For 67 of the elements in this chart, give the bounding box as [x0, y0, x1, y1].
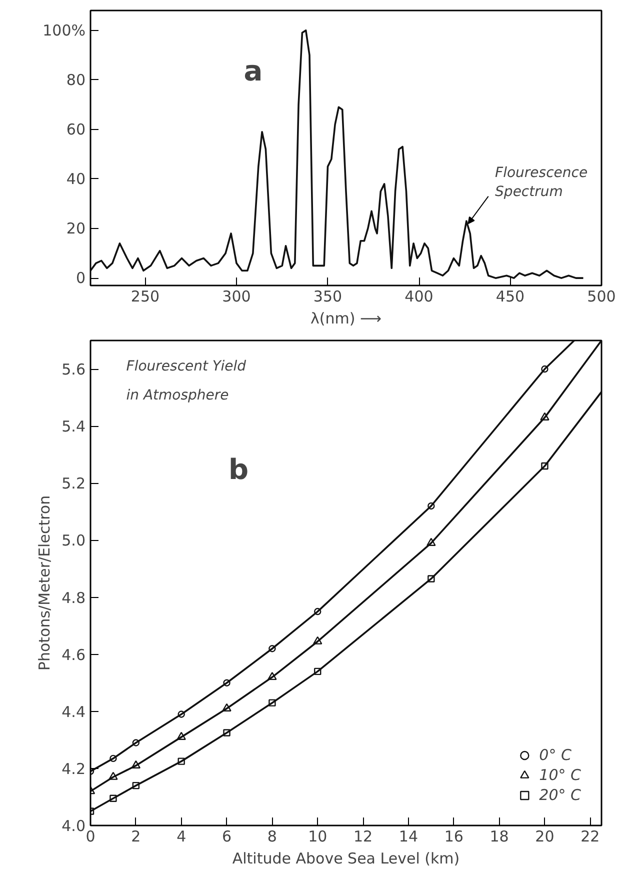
- x-tick-label: 22: [580, 828, 600, 846]
- x-tick-label: 2: [131, 828, 141, 846]
- point: [268, 672, 277, 680]
- point: [110, 754, 117, 762]
- y-tick-label: 5.0: [62, 532, 86, 550]
- x-tick-label: 6: [222, 828, 232, 846]
- y-tick-label: 100%: [42, 21, 86, 40]
- x-tick-label: 8: [267, 828, 277, 846]
- point: [131, 760, 141, 768]
- legend-label: 0° C: [539, 746, 572, 764]
- point: [314, 608, 322, 616]
- y-tick-label: 4.2: [62, 760, 86, 778]
- x-tick-label: 20: [535, 828, 554, 846]
- y-tick-label: 5.2: [62, 474, 86, 493]
- annotation: Flourescent Yield: [126, 358, 246, 374]
- x-tick-label: 14: [398, 828, 418, 846]
- y-tick-label: 5.6: [62, 360, 86, 379]
- x-tick-label: 250: [130, 288, 160, 306]
- annotation: in Atmosphere: [126, 388, 229, 404]
- point: [426, 538, 436, 546]
- point: [268, 645, 276, 652]
- point: [428, 502, 435, 510]
- point: [132, 782, 140, 790]
- y-axis-title: Photons/Meter/Electron: [36, 495, 54, 671]
- x-tick-label: 4: [176, 828, 186, 846]
- legend-label: 20° C: [539, 786, 581, 804]
- point: [110, 794, 117, 802]
- y-tick-label: 4.4: [62, 702, 86, 721]
- annotation: b: [228, 453, 249, 486]
- point: [108, 772, 118, 780]
- y-tick-label: 80: [66, 70, 86, 89]
- annotation: a: [244, 54, 263, 88]
- y-tick-label: 4.6: [62, 646, 86, 664]
- x-tick-label: 10: [308, 828, 328, 846]
- point: [268, 699, 276, 706]
- x-axis-title: Altitude Above Sea Level (km): [232, 850, 460, 868]
- point: [541, 462, 548, 470]
- annotation: Flourescence Spectrum: [495, 165, 588, 200]
- x-tick-label: 350: [313, 288, 342, 306]
- point: [176, 732, 186, 740]
- point: [314, 668, 322, 676]
- x-tick-label: 500: [587, 288, 616, 306]
- x-tick-label: 400: [404, 288, 434, 306]
- point: [223, 729, 230, 736]
- x-axis-title: λ(nm) ⟶: [310, 310, 382, 328]
- y-tick-label: 60: [66, 120, 86, 138]
- point: [313, 636, 322, 644]
- y-tick-label: 5.4: [62, 418, 86, 436]
- y-tick-label: 0: [76, 269, 86, 288]
- point: [540, 412, 550, 420]
- point: [178, 710, 185, 718]
- y-tick-label: 20: [66, 220, 86, 238]
- point: [541, 365, 548, 373]
- x-tick-label: 12: [353, 828, 373, 846]
- point: [132, 739, 140, 746]
- x-tick-label: 300: [222, 288, 251, 306]
- x-tick-label: 450: [496, 288, 525, 306]
- y-tick-label: 4.0: [62, 817, 86, 835]
- y-tick-label: 4.8: [62, 588, 86, 607]
- point: [222, 703, 232, 712]
- point: [223, 679, 230, 686]
- x-tick-label: 18: [490, 828, 509, 846]
- point: [178, 758, 185, 765]
- point: [428, 575, 435, 582]
- y-tick-label: 40: [66, 170, 86, 188]
- legend-label: 10° C: [539, 766, 581, 784]
- x-tick-label: 16: [444, 828, 464, 846]
